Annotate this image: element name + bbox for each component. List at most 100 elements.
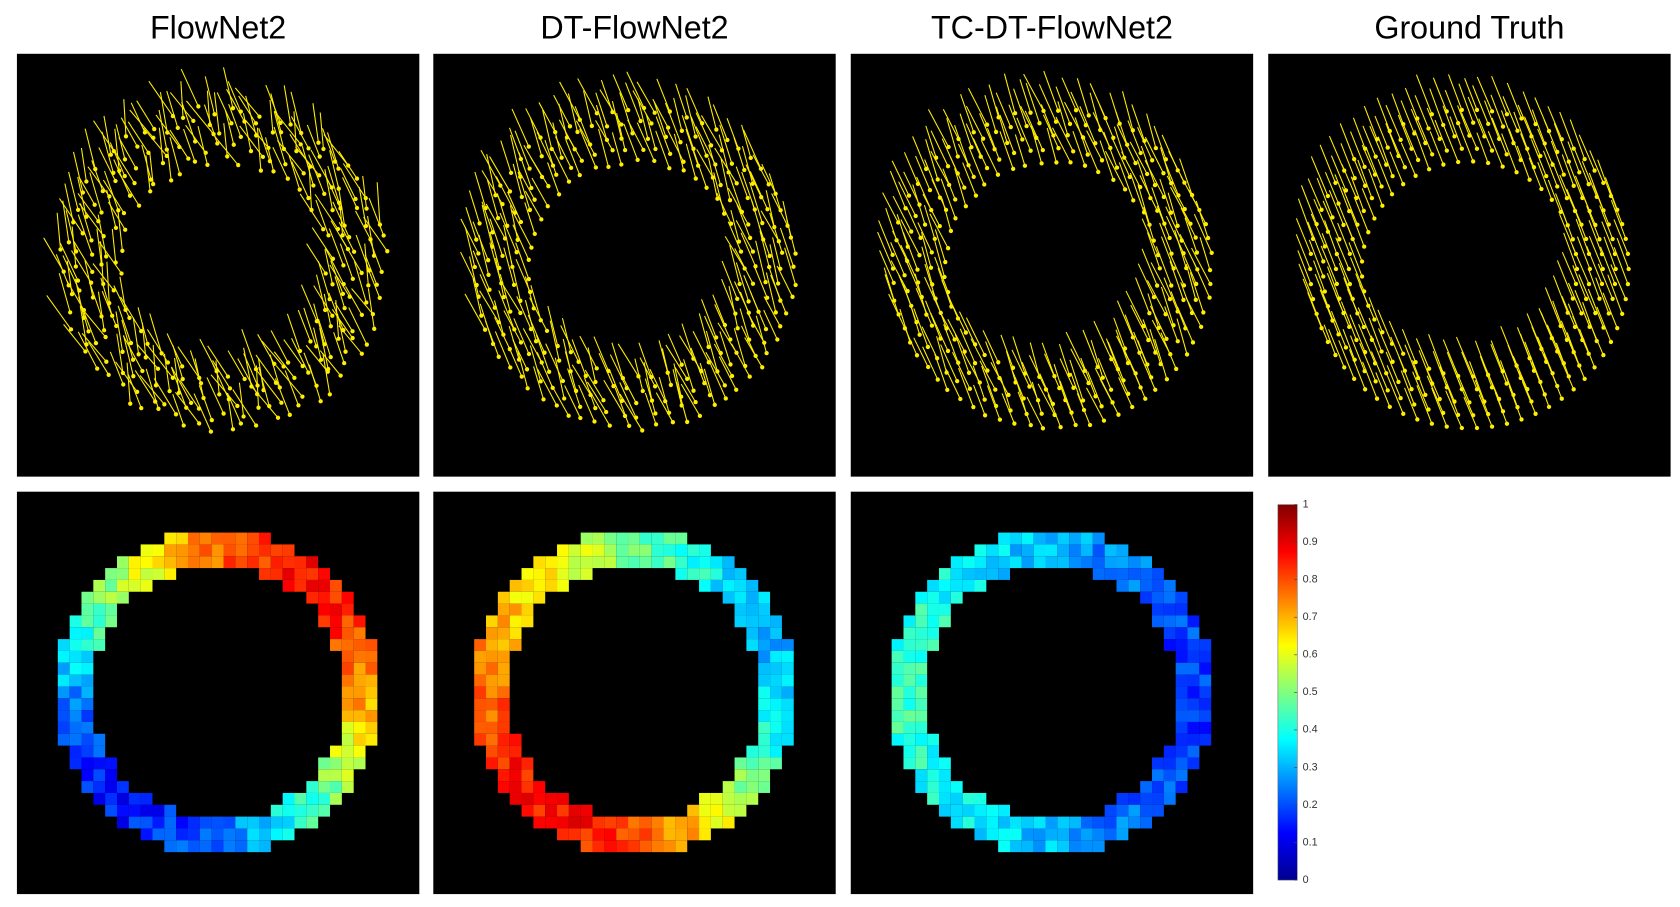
heatmap-cell [687, 544, 700, 557]
heatmap-cell [580, 840, 593, 853]
heatmap-cell [758, 733, 771, 746]
heatmap-cell [353, 615, 366, 628]
flow-vector [342, 177, 358, 209]
flow-vector [1086, 130, 1103, 161]
flow-point [111, 148, 116, 154]
flow-point [1146, 337, 1151, 343]
flow-point [539, 154, 544, 159]
heatmap-cell [128, 579, 141, 592]
flow-vector [704, 315, 722, 354]
flow-point [993, 387, 998, 392]
flow-point [299, 130, 304, 136]
heatmap-cell [509, 639, 522, 651]
flow-vector [1447, 74, 1463, 111]
heatmap-cell [199, 828, 212, 841]
flow-vector [89, 172, 103, 213]
flow-vector [1400, 142, 1417, 177]
flow-point [1116, 412, 1121, 417]
flow-point [610, 109, 615, 115]
flow-point [328, 324, 333, 329]
flow-vector [1167, 192, 1179, 226]
heatmap-cell [639, 840, 652, 853]
heatmap-cell [533, 804, 546, 817]
flow-point [906, 193, 912, 198]
flow-vector [1340, 301, 1357, 341]
flow-point [490, 244, 495, 249]
flow-point [207, 122, 212, 128]
flow-point [359, 312, 365, 318]
flow-point [611, 384, 616, 389]
flow-vector [995, 92, 1012, 128]
flow-point [364, 206, 369, 211]
flow-point [1330, 215, 1335, 220]
flow-vector [921, 326, 938, 359]
flow-vector [327, 165, 340, 203]
flow-vector [1130, 304, 1149, 341]
flow-point [1474, 425, 1480, 431]
flow-point [1346, 266, 1352, 272]
flow-point [1529, 134, 1534, 139]
flow-vector [1597, 263, 1614, 300]
flow-point [760, 365, 765, 370]
flow-point [92, 202, 97, 207]
flow-vector [1097, 358, 1112, 390]
flow-vector [206, 90, 211, 125]
flow-vector [1350, 257, 1365, 292]
flow-point [1083, 123, 1088, 128]
flow-point [131, 374, 136, 379]
flow-vector [118, 137, 137, 169]
flow-point [526, 351, 532, 357]
flow-vector [892, 195, 912, 232]
flow-vector [636, 122, 655, 162]
flow-vector [237, 358, 258, 395]
flow-point [66, 240, 72, 245]
flow-point [925, 344, 931, 350]
flow-point [1343, 188, 1349, 193]
flow-point [515, 237, 520, 242]
flow-vector [941, 138, 959, 174]
flow-vector [1449, 116, 1463, 149]
heatmap-cell [1175, 639, 1188, 651]
flow-vector [64, 183, 74, 223]
flow-vector [985, 341, 1000, 379]
quiver-field [43, 67, 390, 434]
flow-vector [258, 366, 270, 407]
flow-vector [1111, 138, 1131, 178]
flow-vector [999, 131, 1014, 170]
flow-vector [514, 130, 531, 169]
flow-point [1144, 171, 1150, 177]
flow-vector [713, 343, 733, 377]
flow-vector [600, 79, 613, 113]
heatmap-cell [758, 615, 771, 628]
heatmap-cell [950, 556, 963, 569]
flow-point [519, 194, 524, 200]
flow-vector [507, 191, 522, 223]
heatmap-cell [1081, 532, 1093, 545]
heatmap-cell [746, 757, 759, 770]
flow-vector [1324, 220, 1338, 255]
flow-vector [1146, 113, 1157, 149]
heatmap-cell [318, 781, 331, 793]
flow-vector [1353, 196, 1369, 233]
flow-point [527, 289, 533, 295]
flow-point [1385, 145, 1390, 150]
heatmap-cell [915, 662, 928, 675]
flow-point [238, 421, 244, 426]
flow-point [341, 263, 346, 268]
flow-point [1039, 411, 1044, 416]
flow-point [1011, 150, 1017, 156]
heatmap-cell [1116, 556, 1129, 569]
flow-vector [760, 210, 780, 242]
flow-point [1362, 244, 1367, 249]
heatmap-cell [199, 532, 212, 545]
flow-vector [728, 174, 743, 213]
flow-point [196, 421, 202, 426]
flow-point [937, 223, 942, 229]
flow-point [793, 251, 798, 256]
flow-vector [1573, 146, 1590, 185]
flow-point [1359, 259, 1365, 264]
heatmap-cell [1152, 615, 1164, 628]
heatmap-cell [663, 828, 676, 841]
heatmap-cell [1175, 603, 1188, 616]
flow-vector [1337, 222, 1351, 255]
